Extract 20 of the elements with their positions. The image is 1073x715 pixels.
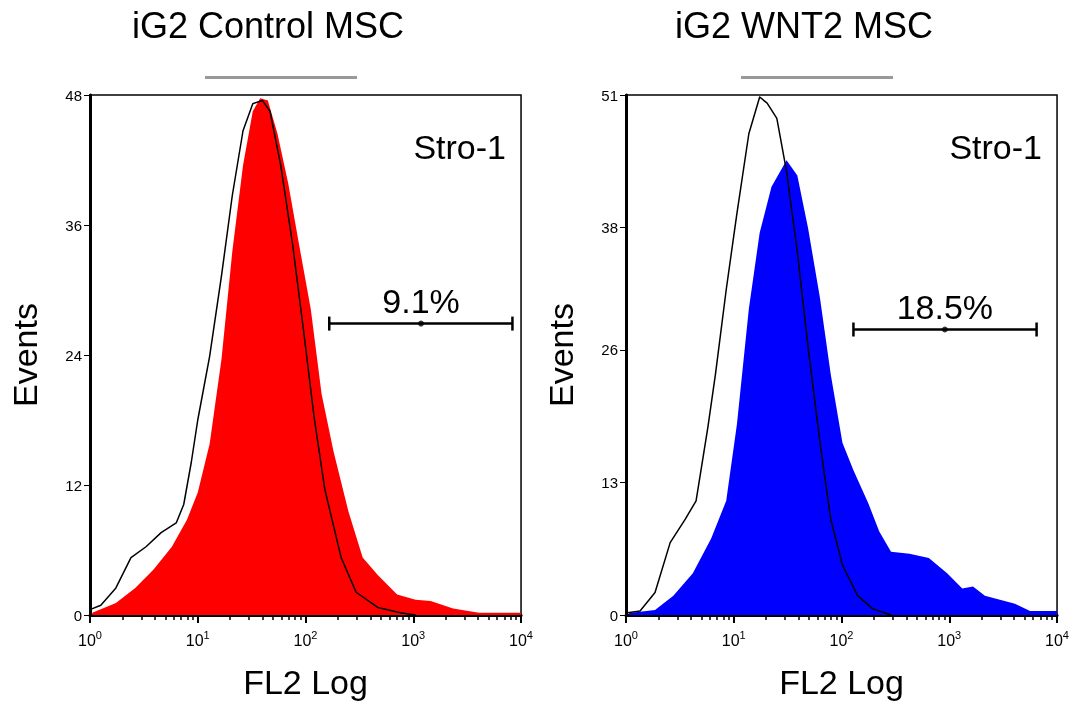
annotation: 9.1% bbox=[382, 281, 460, 320]
y-tick-label: 24 bbox=[65, 346, 82, 364]
y-tick-label: 13 bbox=[601, 473, 618, 491]
y-tick-label: 0 bbox=[73, 606, 82, 624]
y-tick-label: 26 bbox=[601, 341, 618, 359]
y-tick-label: 38 bbox=[601, 219, 618, 237]
annotation: Stro-1 bbox=[949, 128, 1043, 166]
y-axis-title: Events bbox=[6, 303, 44, 407]
y-tick-label: 48 bbox=[65, 86, 82, 104]
annotation: 18.5% bbox=[896, 287, 994, 326]
chart-title: iG2 WNT2 MSC bbox=[674, 4, 934, 46]
chart-title: iG2 Control MSC bbox=[131, 4, 405, 46]
x-axis-title: FL2 Log bbox=[243, 663, 368, 701]
y-tick-label: 36 bbox=[65, 216, 82, 234]
y-axis-title: Events bbox=[542, 303, 580, 407]
y-tick-label: 12 bbox=[65, 476, 82, 494]
y-tick-label: 51 bbox=[601, 86, 618, 104]
annotation: Stro-1 bbox=[413, 128, 507, 166]
y-tick-label: 0 bbox=[609, 606, 618, 624]
x-axis-title: FL2 Log bbox=[779, 663, 904, 701]
